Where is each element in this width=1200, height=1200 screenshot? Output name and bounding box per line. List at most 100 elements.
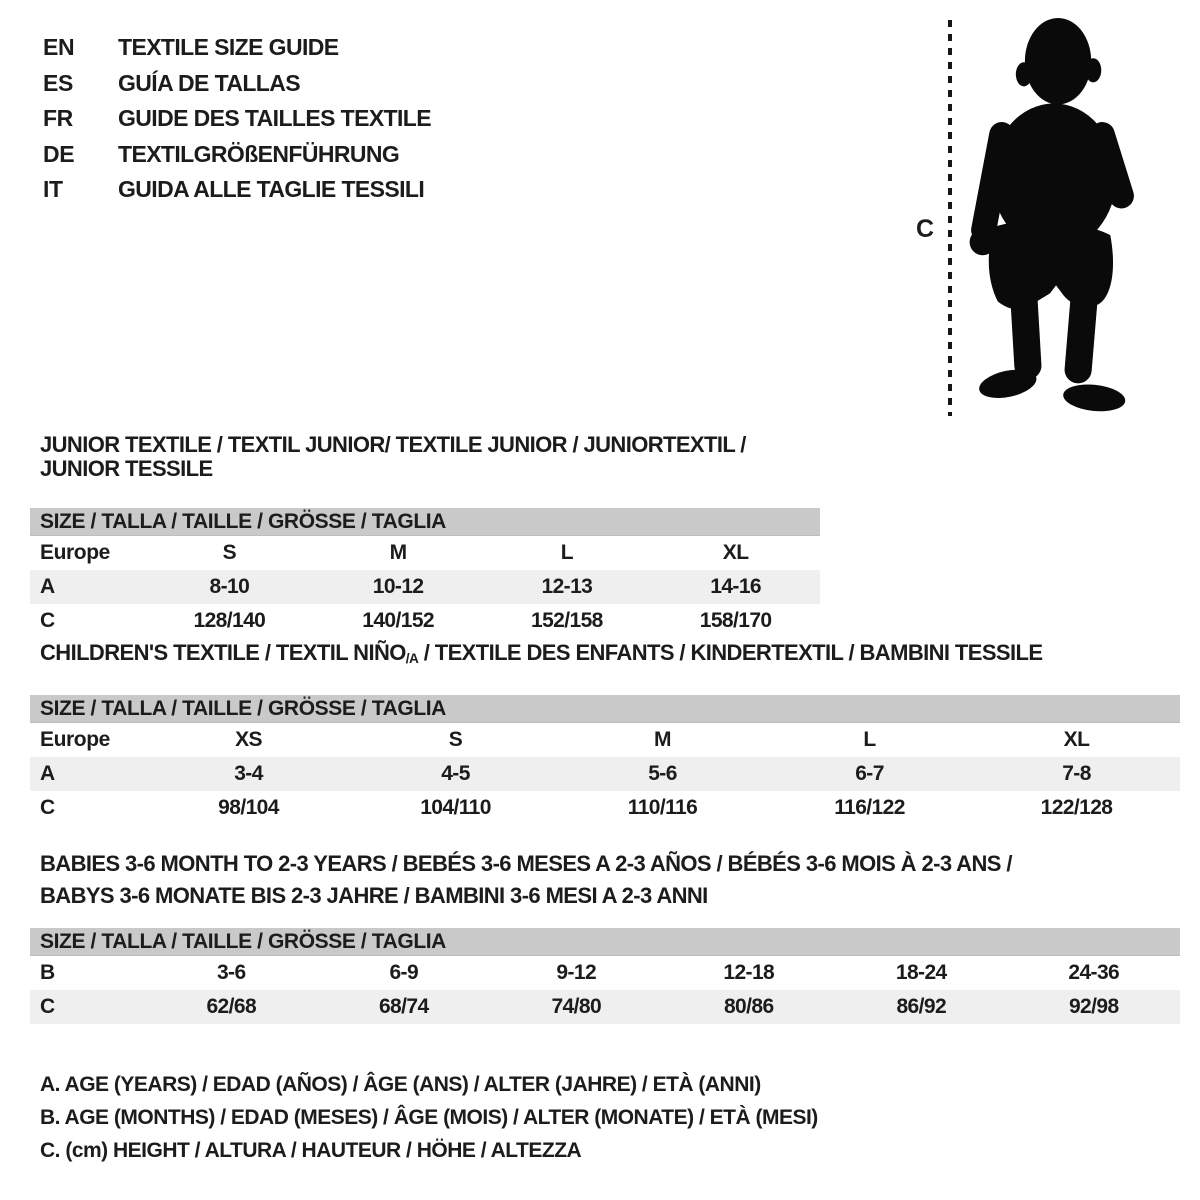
size-value: 104/110	[420, 796, 491, 819]
table-row: C 62/68 68/74 74/80 80/86 86/92 92/98	[30, 990, 1180, 1024]
size-table-header: SIZE / TALLA / TAILLE / GRÖSSE / TAGLIA	[30, 508, 820, 536]
size-table-header: SIZE / TALLA / TAILLE / GRÖSSE / TAGLIA	[30, 695, 1180, 723]
size-value: 68/74	[378, 995, 429, 1018]
size-value: 62/68	[206, 995, 257, 1018]
language-row: IT GUIDA ALLE TAGLIE TESSILI	[43, 172, 431, 208]
children-textile-section: CHILDREN'S TEXTILE / TEXTIL NIÑO/A / TEX…	[30, 641, 1180, 825]
size-table-rows: B 3-6 6-9 9-12 12-18 18-24 24-36 C 62/68 68/74 74/…	[30, 956, 1180, 1024]
legend-line: A. AGE (YEARS) / EDAD (AÑOS) / ÂGE (ANS)…	[40, 1073, 761, 1096]
guide-title: GUIDE DES TAILLES TEXTILE	[118, 105, 432, 132]
size-value: 116/122	[834, 796, 905, 819]
size-table-rows: Europe S M L XL A 8-10 10-12 12-13 14-16 C 128/140 1…	[30, 536, 820, 638]
table-row: Europe XS S M L XL	[30, 723, 1180, 757]
row-label: C	[40, 995, 55, 1018]
table-row: C 98/104 104/110 110/116 116/122 122/128	[30, 791, 1180, 825]
size-value: 7-8	[1062, 762, 1091, 785]
guide-title: TEXTILE SIZE GUIDE	[118, 34, 339, 61]
size-value: 12-18	[723, 961, 775, 984]
table-title-line: BABYS 3-6 MONATE BIS 2-3 JAHRE / BAMBINI…	[40, 880, 1180, 912]
table-row: A 3-4 4-5 5-6 6-7 7-8	[30, 757, 1180, 791]
size-value: 10-12	[372, 575, 424, 598]
babies-textile-section: BABIES 3-6 MONTH TO 2-3 YEARS / BEBÉS 3-…	[30, 848, 1180, 1024]
language-title-list: EN TEXTILE SIZE GUIDE ES GUÍA DE TALLAS FR GU…	[43, 30, 432, 208]
table-title: JUNIOR TEXTILE / TEXTIL JUNIOR/ TEXTILE …	[40, 433, 820, 481]
row-label: C	[40, 796, 55, 819]
size-value: S	[448, 728, 463, 751]
row-label: B	[40, 961, 55, 984]
size-value: 110/116	[627, 796, 698, 819]
table-row: C 128/140 140/152 152/158 158/170	[30, 604, 820, 638]
size-value: S	[222, 541, 237, 564]
size-table-header: SIZE / TALLA / TAILLE / GRÖSSE / TAGLIA	[30, 928, 1180, 956]
row-label: Europe	[40, 728, 110, 751]
size-value: 158/170	[699, 609, 772, 632]
size-value: 14-16	[710, 575, 761, 598]
legend-line: B. AGE (MONTHS) / EDAD (MESES) / ÂGE (MO…	[40, 1106, 818, 1129]
size-value: 18-24	[895, 961, 947, 984]
size-value: 80/86	[723, 995, 774, 1018]
table-title-segment: BABYS 3-6 MONATE BIS 2-3 JAHRE / BAMBINI…	[40, 883, 708, 908]
row-label: Europe	[40, 541, 110, 564]
size-value: 128/140	[193, 609, 266, 632]
size-table: SIZE / TALLA / TAILLE / GRÖSSE / TAGLIA …	[30, 508, 820, 638]
language-row: ES GUÍA DE TALLAS	[43, 66, 431, 102]
height-measure-line	[948, 20, 952, 416]
table-row: A 8-10 10-12 12-13 14-16	[30, 570, 820, 604]
size-value: 122/128	[1040, 796, 1113, 819]
size-table-rows: Europe XS S M L XL A 3-4 4-5 5-6 6-7 7-8 C 98/104 104/…	[30, 723, 1180, 825]
row-label: A	[40, 575, 55, 598]
size-value: L	[863, 728, 876, 751]
size-value: XS	[235, 728, 262, 751]
size-value: XL	[722, 541, 749, 564]
size-value: 5-6	[648, 762, 677, 785]
table-row: B 3-6 6-9 9-12 12-18 18-24 24-36	[30, 956, 1180, 990]
size-value: 4-5	[441, 762, 470, 785]
size-table: SIZE / TALLA / TAILLE / GRÖSSE / TAGLIA …	[30, 928, 1180, 1024]
size-value: 74/80	[551, 995, 602, 1018]
table-title-segment: / TEXTILE DES ENFANTS / KINDERTEXTIL / B…	[418, 640, 1043, 665]
language-row: EN TEXTILE SIZE GUIDE	[43, 30, 431, 66]
table-row: Europe S M L XL	[30, 536, 820, 570]
junior-textile-section: JUNIOR TEXTILE / TEXTIL JUNIOR/ TEXTILE …	[30, 433, 820, 638]
language-code: DE	[43, 140, 75, 167]
table-title-segment: /A	[405, 651, 419, 666]
size-value: L	[560, 541, 574, 564]
language-row: FR GUIDE DES TAILLES TEXTILE	[43, 101, 432, 137]
size-value: M	[389, 541, 408, 564]
size-value: 140/152	[362, 609, 434, 632]
table-title: CHILDREN'S TEXTILE / TEXTIL NIÑO/A / TEX…	[40, 641, 1180, 668]
table-title-segment: BABIES 3-6 MONTH TO 2-3 YEARS / BEBÉS 3-…	[40, 851, 1012, 876]
size-value: 98/104	[218, 796, 279, 819]
row-label: C	[40, 609, 55, 632]
size-value: 6-9	[389, 961, 419, 984]
table-title-line: JUNIOR TEXTILE / TEXTIL JUNIOR/ TEXTILE …	[40, 433, 820, 481]
legend: A. AGE (YEARS) / EDAD (AÑOS) / ÂGE (ANS)…	[40, 1068, 818, 1167]
size-value: 92/98	[1068, 995, 1119, 1018]
language-code: EN	[43, 34, 75, 61]
size-value: XL	[1063, 728, 1090, 751]
guide-title: GUÍA DE TALLAS	[118, 69, 301, 96]
table-title: BABIES 3-6 MONTH TO 2-3 YEARS / BEBÉS 3-…	[40, 848, 1180, 912]
size-value: 3-4	[234, 762, 263, 785]
size-value: 24-36	[1068, 961, 1120, 984]
size-table: SIZE / TALLA / TAILLE / GRÖSSE / TAGLIA …	[30, 695, 1180, 825]
size-value: 3-6	[216, 961, 246, 984]
table-title-segment: CHILDREN'S TEXTILE / TEXTIL NIÑO	[40, 640, 406, 665]
toddler-silhouette-figure	[969, 18, 1134, 412]
size-value: 6-7	[855, 762, 884, 785]
row-label: A	[40, 762, 55, 785]
table-title-line: CHILDREN'S TEXTILE / TEXTIL NIÑO/A / TEX…	[40, 641, 1180, 668]
size-value: M	[654, 728, 672, 751]
legend-line: C. (cm) HEIGHT / ALTURA / HAUTEUR / HÖHE…	[40, 1139, 582, 1162]
table-title-segment: JUNIOR TEXTILE / TEXTIL JUNIOR/ TEXTILE …	[40, 432, 746, 481]
language-code: IT	[43, 176, 63, 203]
language-code: ES	[43, 69, 73, 96]
size-value: 86/92	[896, 995, 947, 1018]
size-value: 8-10	[209, 575, 250, 598]
height-measure-label: C	[916, 215, 934, 243]
size-value: 9-12	[556, 961, 597, 984]
guide-title: TEXTILGRÖßENFÜHRUNG	[118, 140, 400, 167]
size-value: 152/158	[531, 609, 603, 632]
language-row: DE TEXTILGRÖßENFÜHRUNG	[43, 137, 431, 173]
